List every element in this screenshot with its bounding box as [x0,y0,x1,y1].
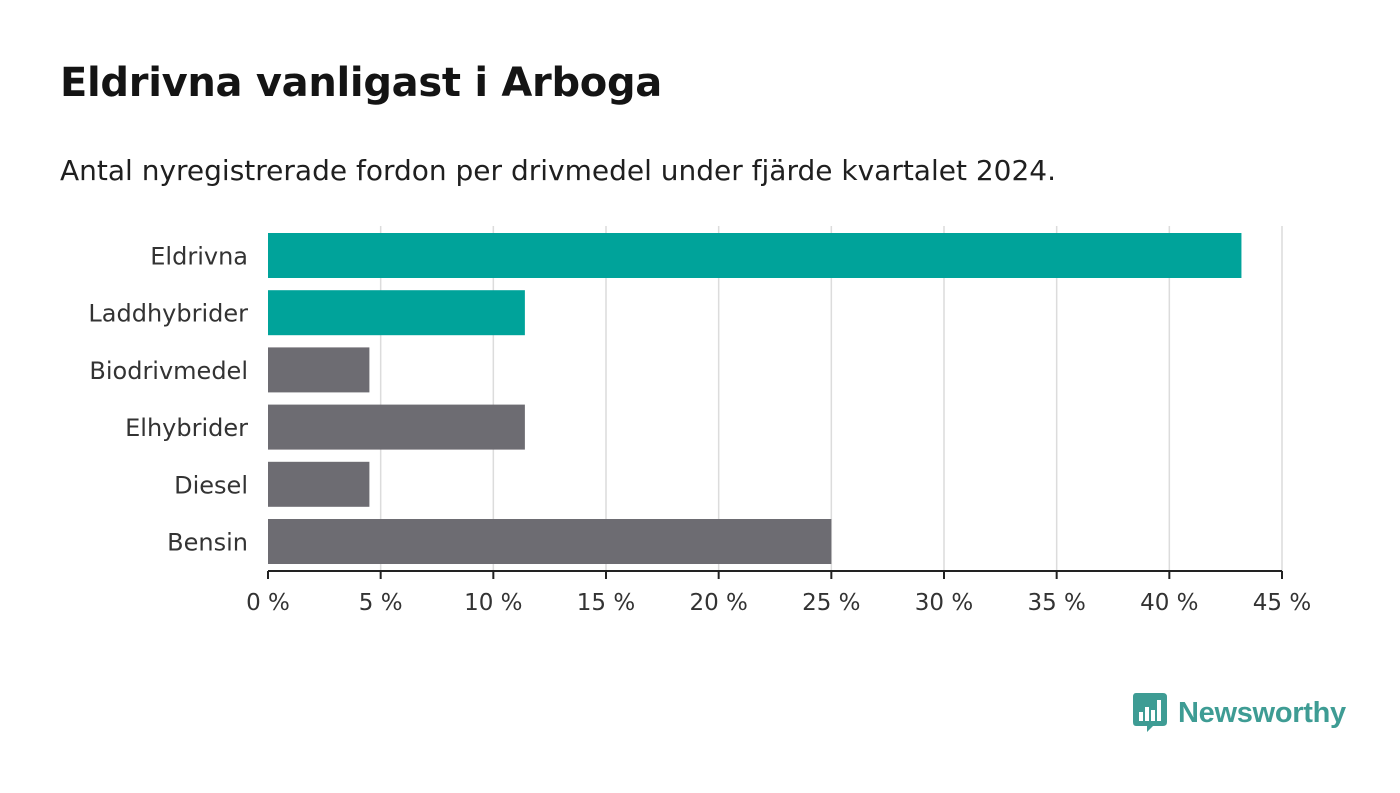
newsworthy-logo[interactable]: Newsworthy [1132,692,1346,734]
x-tick-label: 45 % [1253,590,1311,616]
category-label: Laddhybrider [88,300,248,328]
x-tick-label: 5 % [359,590,403,616]
brand-name: Newsworthy [1178,696,1346,729]
category-label: Eldrivna [150,243,248,271]
bar-laddhybrider[interactable] [268,290,525,336]
bar-diesel[interactable] [268,461,370,507]
category-label: Biodrivmedel [89,357,248,385]
chart-subtitle: Antal nyregistrerade fordon per drivmede… [60,154,1057,187]
category-label: Elhybrider [125,414,248,442]
bar-biodrivmedel[interactable] [268,347,370,393]
x-tick-label: 40 % [1140,590,1198,616]
bar-bensin[interactable] [268,519,832,564]
x-tick-label: 25 % [802,590,860,616]
x-tick-label: 30 % [915,590,973,616]
newsworthy-logo-icon [1133,693,1167,732]
category-label: Diesel [174,471,248,499]
x-tick-label: 0 % [246,590,290,616]
bar-eldrivna[interactable] [268,233,1242,278]
x-tick-label: 20 % [689,590,747,616]
x-tick-label: 10 % [464,590,522,616]
bar-elhybrider[interactable] [268,404,525,450]
x-tick-label: 15 % [577,590,635,616]
chart-title: Eldrivna vanligast i Arboga [60,60,662,106]
category-label: Bensin [167,529,248,557]
x-tick-label: 35 % [1027,590,1085,616]
